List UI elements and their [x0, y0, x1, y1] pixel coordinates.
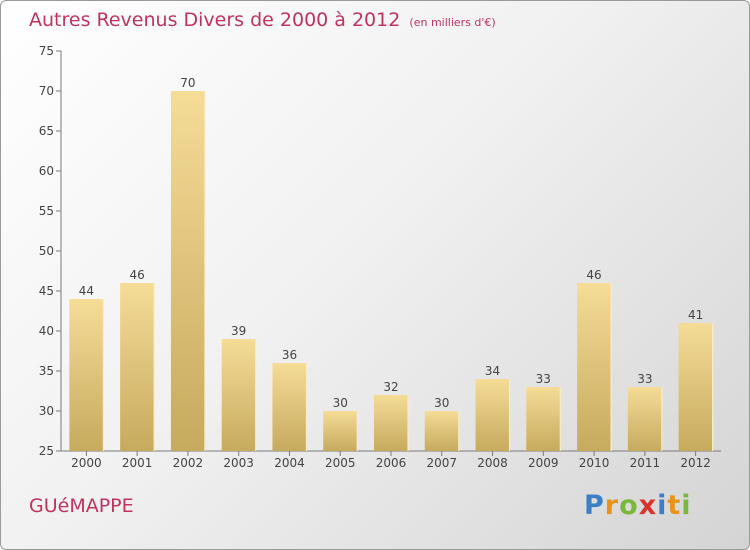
- logo-letter: i: [681, 490, 692, 521]
- y-tick-label: 40: [39, 324, 54, 338]
- data-label: 30: [434, 396, 449, 410]
- data-label: 44: [79, 284, 94, 298]
- data-label: 32: [383, 380, 398, 394]
- y-tick-label: 45: [39, 284, 54, 298]
- x-tick-label: 2008: [477, 456, 508, 470]
- chart-title: Autres Revenus Divers de 2000 à 2012 (en…: [29, 9, 496, 31]
- chart-unit: (en milliers d'€): [409, 16, 496, 29]
- y-tick-label: 25: [39, 444, 54, 458]
- x-tick-label: 2007: [426, 456, 457, 470]
- y-tick-label: 35: [39, 364, 54, 378]
- bar: [170, 91, 205, 451]
- data-label: 36: [282, 348, 297, 362]
- y-tick-label: 60: [39, 164, 54, 178]
- bar: [374, 395, 408, 451]
- bar: [323, 411, 358, 451]
- town-name: GUéMAPPE: [29, 495, 134, 517]
- data-label: 70: [180, 76, 195, 90]
- y-tick-label: 75: [39, 44, 54, 58]
- x-tick-label: 2010: [579, 456, 610, 470]
- x-tick-label: 2002: [173, 456, 204, 470]
- logo-letter: r: [604, 490, 620, 521]
- y-tick-label: 70: [39, 84, 54, 98]
- proxiti-logo: Proxiti: [584, 490, 692, 521]
- data-label: 30: [333, 396, 348, 410]
- x-tick-label: 2005: [325, 456, 356, 470]
- y-tick-label: 30: [39, 404, 54, 418]
- y-tick-label: 50: [39, 244, 54, 258]
- bar: [120, 283, 155, 451]
- x-tick-label: 2006: [376, 456, 407, 470]
- data-label: 46: [130, 268, 145, 282]
- bar: [627, 387, 662, 451]
- bar: [424, 411, 459, 451]
- logo-letter: o: [619, 490, 639, 521]
- data-label: 33: [637, 372, 652, 386]
- x-tick-label: 2001: [122, 456, 153, 470]
- x-tick-label: 2012: [680, 456, 711, 470]
- bar: [221, 339, 256, 451]
- y-tick-label: 65: [39, 124, 54, 138]
- bar: [526, 387, 561, 451]
- x-tick-label: 2009: [528, 456, 559, 470]
- chart-title-text: Autres Revenus Divers de 2000 à 2012: [29, 9, 401, 31]
- logo-letter: t: [667, 490, 682, 521]
- x-tick-label: 2003: [223, 456, 254, 470]
- bar: [475, 379, 510, 451]
- data-label: 39: [231, 324, 246, 338]
- data-label: 34: [485, 364, 500, 378]
- bar: [272, 363, 307, 451]
- x-tick-label: 2011: [630, 456, 661, 470]
- data-label: 46: [586, 268, 601, 282]
- bar: [678, 323, 713, 451]
- data-label: 41: [688, 308, 703, 322]
- logo-letter: P: [584, 490, 605, 521]
- logo-letter: x: [638, 490, 658, 521]
- x-tick-label: 2000: [71, 456, 102, 470]
- bar: [577, 283, 612, 451]
- logo-letter: i: [657, 490, 668, 521]
- y-tick-label: 55: [39, 204, 54, 218]
- x-tick-label: 2004: [274, 456, 305, 470]
- bar: [69, 299, 104, 451]
- data-label: 33: [536, 372, 551, 386]
